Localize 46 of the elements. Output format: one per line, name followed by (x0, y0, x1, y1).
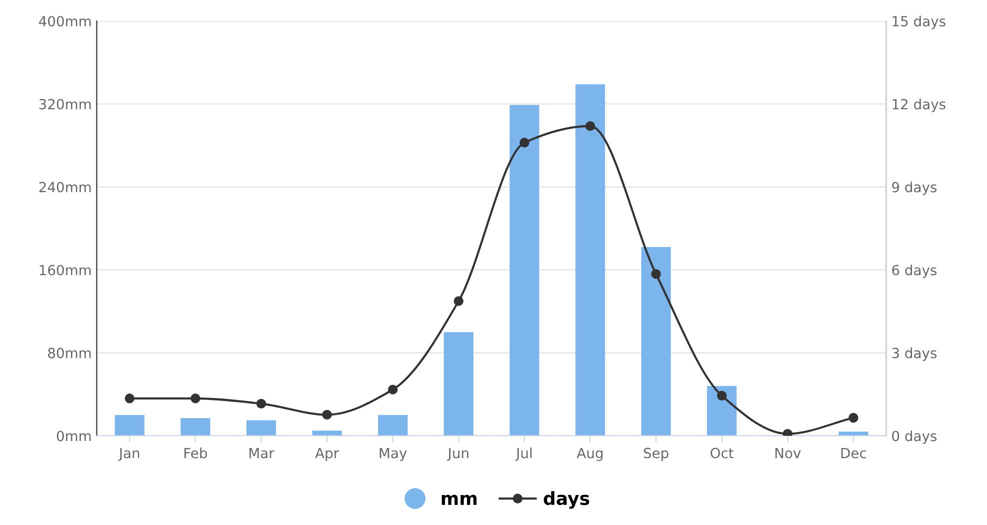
y2-tick-label: 9 days (892, 182, 937, 196)
x-tick-label: Nov (775, 448, 801, 458)
point (848, 412, 858, 423)
point (388, 384, 398, 394)
y-tick-label: 400mm (38, 16, 91, 26)
bar (378, 415, 408, 436)
x-tick-label: May (380, 448, 407, 461)
y2-tick-label: 0 days (892, 430, 937, 444)
x-tick-label: Jan (118, 448, 140, 461)
bar (180, 418, 210, 436)
bar (707, 386, 737, 436)
x-tick-label: Mar (249, 448, 274, 458)
x-tick-label: Aug (576, 448, 603, 461)
y2-tick-label: 15 days (892, 16, 946, 30)
point (585, 121, 596, 131)
x-tick-label: Apr (315, 448, 340, 461)
x-tick-label: Sep (644, 448, 668, 461)
point (520, 138, 530, 148)
bar (641, 247, 671, 436)
legend-label: mm (442, 494, 477, 505)
x-tick-label: Feb (184, 448, 207, 458)
point (322, 410, 332, 420)
y-tick-label: 160mm (40, 264, 91, 276)
bar (444, 332, 474, 436)
x-tick-label: Jun (447, 448, 468, 461)
point (454, 296, 464, 306)
point (716, 390, 727, 401)
bar (575, 84, 606, 436)
y2-tick-label: 12 days (892, 98, 946, 112)
x-tick-label: Jul (515, 448, 532, 461)
y2-tick-label: 3 days (892, 348, 937, 361)
point (190, 394, 200, 404)
y-tick-label: 0mm (56, 430, 91, 442)
y-tick-label: 320mm (39, 98, 91, 110)
bar (246, 420, 276, 436)
x-tick-label: Oct (710, 448, 734, 458)
point (256, 398, 266, 409)
x-tick-label: Dec (841, 448, 866, 458)
point (651, 269, 661, 279)
y2-tick-label: 6 days (892, 264, 937, 278)
y-tick-label: 240mm (39, 182, 91, 192)
point (124, 394, 134, 404)
legend-label: days (544, 491, 590, 509)
bar (510, 104, 540, 436)
bar (114, 415, 144, 436)
y-tick-label: 80mm (48, 348, 91, 358)
